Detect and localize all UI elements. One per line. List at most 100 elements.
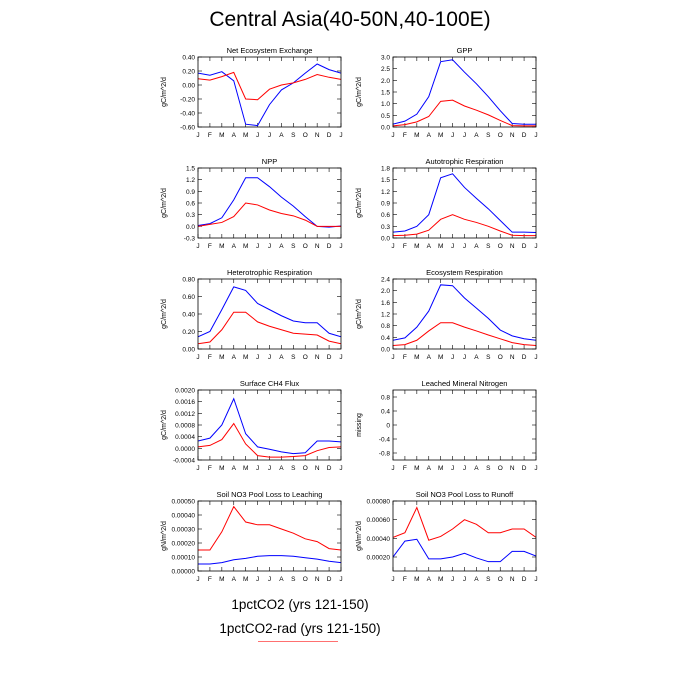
chart-6-ytick-label: 0.4 xyxy=(381,335,390,342)
chart-2-xtick-label: J xyxy=(451,132,454,139)
chart-1-series-blue-line xyxy=(198,63,341,127)
chart-9-xtick-label: D xyxy=(327,576,332,583)
chart-3-series-blue-line xyxy=(198,177,341,228)
chart-8-xtick-label: J xyxy=(534,465,537,472)
chart-4-frame xyxy=(392,167,537,239)
chart-4-xtick-label: O xyxy=(498,243,503,250)
chart-9-xtick-label: N xyxy=(315,576,320,583)
chart-5-ylabel: gC/m^2/d xyxy=(161,299,168,329)
chart-4-series-blue-line xyxy=(393,173,536,234)
chart-3-xtick-label: S xyxy=(291,243,296,250)
chart-5-xtick-label: J xyxy=(268,354,271,361)
chart-4-ytick-label: 0.0 xyxy=(381,236,390,243)
chart-8-frame xyxy=(392,389,537,461)
chart-7-ytick-label: 0.0004 xyxy=(175,434,195,441)
chart-9-xtick-label: J xyxy=(256,576,259,583)
chart-9-xtick-label: O xyxy=(303,576,308,583)
chart-7-ytick-label: -0.0004 xyxy=(173,458,195,465)
chart-2-xtick-label: A xyxy=(427,132,432,139)
chart-9-xtick-label: F xyxy=(208,576,212,583)
chart-2-xtick-label: O xyxy=(498,132,503,139)
chart-1-ytick-label: -0.60 xyxy=(180,125,195,132)
chart-3-ytick-label: 1.5 xyxy=(186,166,195,173)
chart-5-xtick-label: M xyxy=(243,354,248,361)
chart-5-xtick-label: D xyxy=(327,354,332,361)
chart-7-xtick-label: O xyxy=(303,465,308,472)
chart-9-series-blue-line xyxy=(198,555,341,565)
chart-10-xtick-label: M xyxy=(414,576,419,583)
chart-7-ylabel: gC/m^2/d xyxy=(161,410,168,440)
chart-1-xtick-label: S xyxy=(291,132,296,139)
chart-4-xtick-label: J xyxy=(451,243,454,250)
chart-6-xtick-label: D xyxy=(522,354,527,361)
chart-9: Soil NO3 Pool Loss to Leaching gN/m^2/d 0.… xyxy=(161,490,343,583)
chart-4-xtick-label: M xyxy=(438,243,443,250)
chart-8-xtick-label: J xyxy=(451,465,454,472)
chart-4-xtick-label: J xyxy=(391,243,394,250)
chart-7-title: Surface CH4 Flux xyxy=(240,379,299,388)
chart-7-ytick-label: 0.0000 xyxy=(175,446,195,453)
chart-2-series-red-line xyxy=(393,99,536,127)
chart-10-ytick-label: 0.00080 xyxy=(367,499,391,506)
chart-7-xtick-label: F xyxy=(208,465,212,472)
chart-1-xtick-label: D xyxy=(327,132,332,139)
chart-3-ytick-label: 1.2 xyxy=(186,177,195,184)
chart-6: Ecosystem Respiration gC/m^2/d 0.0 0.4 0.8 1.… xyxy=(356,268,538,361)
chart-10-xtick-label: J xyxy=(463,576,466,583)
chart-8-ytick-label: -0.8 xyxy=(379,451,391,458)
chart-4-xtick-label: A xyxy=(474,243,479,250)
chart-2-ytick-label: 0.0 xyxy=(381,125,390,132)
chart-10-ytick-label: 0.00020 xyxy=(367,555,391,562)
chart-10-xtick-label: O xyxy=(498,576,503,583)
chart-8-xtick-label: J xyxy=(391,465,394,472)
chart-8-ylabel: missing xyxy=(356,413,363,437)
chart-9-frame xyxy=(197,500,342,572)
chart-7-ytick-label: 0.0016 xyxy=(175,399,195,406)
chart-2-xtick-label: N xyxy=(510,132,515,139)
chart-1-ytick-label: -0.40 xyxy=(180,111,195,118)
chart-2-xtick-label: F xyxy=(403,132,407,139)
chart-3-xtick-label: J xyxy=(196,243,199,250)
chart-1-xtick-label: M xyxy=(243,132,248,139)
chart-2-ytick-label: 3.0 xyxy=(381,55,390,62)
chart-8-xtick-label: O xyxy=(498,465,503,472)
chart-4-xtick-label: F xyxy=(403,243,407,250)
chart-9-ytick-label: 0.00040 xyxy=(172,513,196,520)
chart-10-xtick-label: S xyxy=(486,576,491,583)
chart-5-ytick-label: 0.60 xyxy=(182,294,195,301)
legend-swatch-1pctco2-rad xyxy=(258,641,338,642)
chart-1-xtick-label: J xyxy=(196,132,199,139)
chart-4-xtick-label: S xyxy=(486,243,491,250)
chart-4-ytick-label: 1.2 xyxy=(381,189,390,196)
chart-9-xtick-label: A xyxy=(279,576,284,583)
chart-2-xtick-label: M xyxy=(414,132,419,139)
chart-8: Leached Mineral Nitrogen missing -0.8 -0.4 0… xyxy=(356,379,538,472)
chart-2-title: GPP xyxy=(457,46,473,55)
chart-7-series-blue-line xyxy=(198,397,341,455)
chart-1-ytick-label: 0.00 xyxy=(182,83,195,90)
chart-8-xtick-label: M xyxy=(414,465,419,472)
chart-3-xtick-label: A xyxy=(232,243,237,250)
chart-7-xtick-label: J xyxy=(256,465,259,472)
chart-1-xtick-label: N xyxy=(315,132,320,139)
chart-10-xtick-label: A xyxy=(474,576,479,583)
chart-1-xtick-label: J xyxy=(256,132,259,139)
chart-6-xtick-label: F xyxy=(403,354,407,361)
chart-9-ytick-label: 0.00030 xyxy=(172,527,196,534)
chart-7-xtick-label: M xyxy=(219,465,224,472)
chart-2-series-blue-line xyxy=(393,59,536,125)
chart-6-ytick-label: 2.4 xyxy=(381,277,390,284)
chart-6-frame xyxy=(392,278,537,350)
chart-1-xtick-label: M xyxy=(219,132,224,139)
chart-2-ytick-label: 2.0 xyxy=(381,78,390,85)
chart-5-ytick-label: 0.20 xyxy=(182,329,195,336)
chart-2-ytick-label: 2.5 xyxy=(381,66,390,73)
chart-2-ytick-label: 1.0 xyxy=(381,101,390,108)
chart-2-ytick-label: 1.5 xyxy=(381,90,390,97)
chart-5-xtick-label: F xyxy=(208,354,212,361)
chart-6-xtick-label: A xyxy=(427,354,432,361)
chart-3-ytick-label: 0.9 xyxy=(186,189,195,196)
chart-5-xtick-label: O xyxy=(303,354,308,361)
